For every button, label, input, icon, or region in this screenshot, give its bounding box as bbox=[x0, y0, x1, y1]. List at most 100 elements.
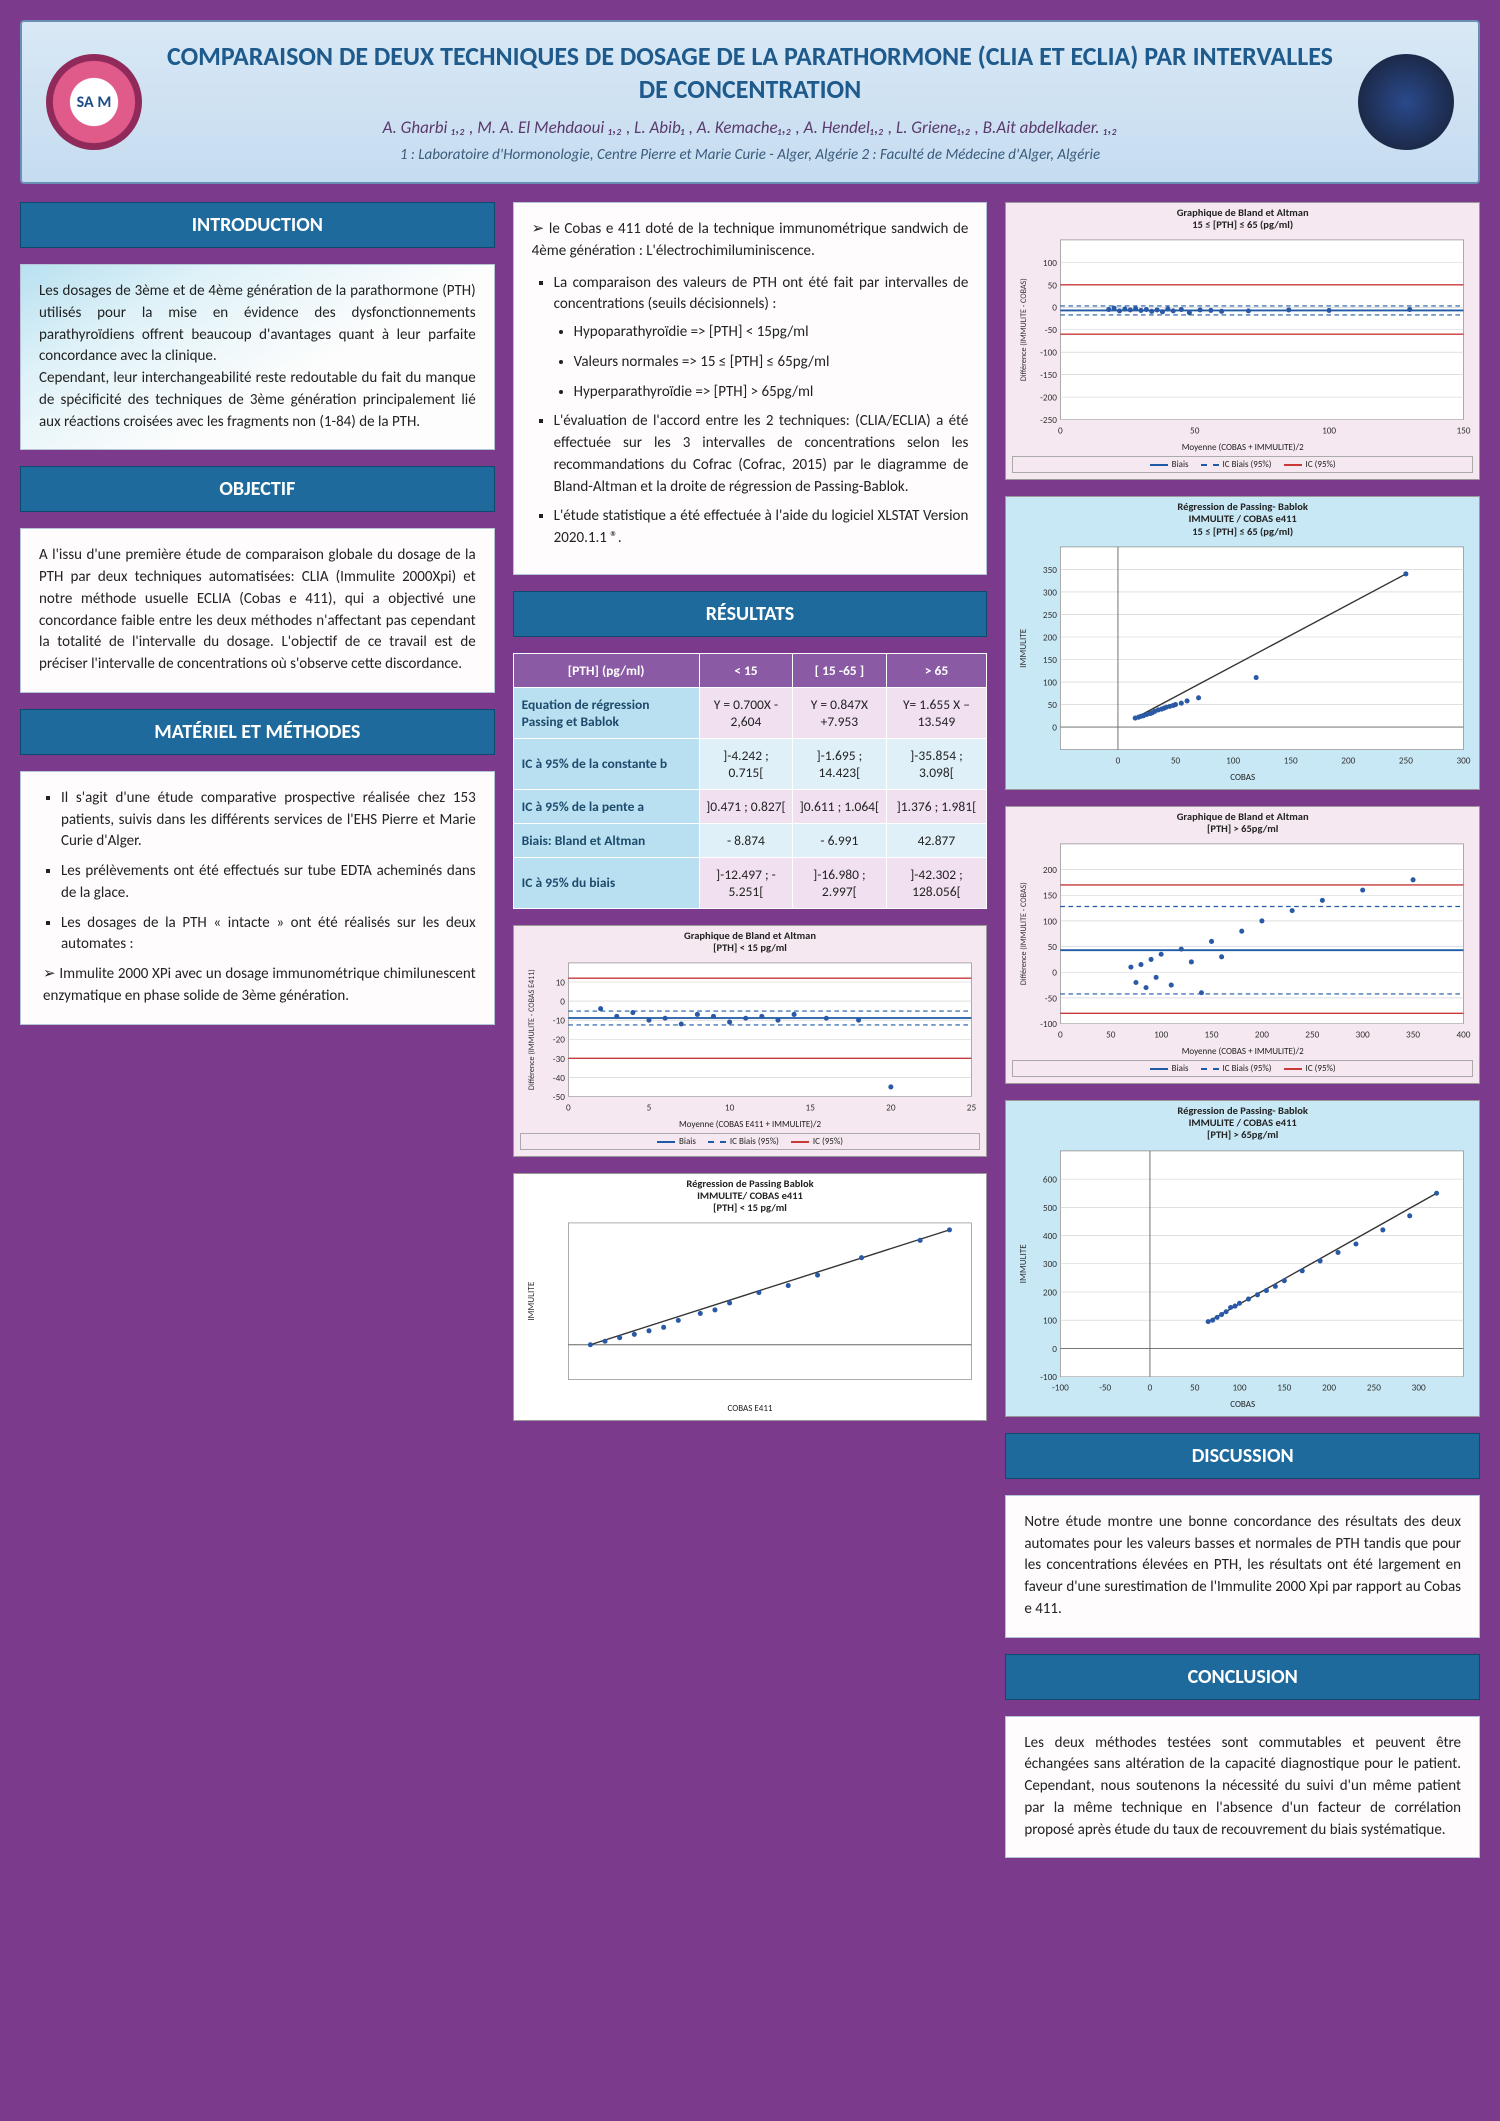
mm-b3a: Immulite 2000 XPi avec un dosage immunom… bbox=[43, 965, 476, 1005]
svg-text:Différence (IMMULITE - COBAS): Différence (IMMULITE - COBAS) bbox=[1019, 278, 1029, 381]
svg-text:-100: -100 bbox=[1040, 1372, 1057, 1383]
obj-panel: A l'issu d'une première étude de compara… bbox=[20, 528, 495, 693]
svg-text:100: 100 bbox=[1043, 258, 1057, 269]
disc-head: DISCUSSION bbox=[1005, 1433, 1480, 1479]
svg-text:Différence (IMMULITE - COBAS E: Différence (IMMULITE - COBAS E411) bbox=[526, 969, 536, 1090]
mm2d: L'étude statistique a été effectuée à l'… bbox=[554, 506, 969, 550]
svg-text:0: 0 bbox=[1053, 1343, 1058, 1354]
header: SA M COMPARAISON DE DEUX TECHNIQUES DE D… bbox=[20, 20, 1480, 184]
table-cell: 42.877 bbox=[886, 823, 987, 857]
col-2: ➢ le Cobas e 411 doté de la technique im… bbox=[513, 202, 988, 1421]
table-cell: ]-16.980 ; 2.997[ bbox=[793, 857, 886, 908]
svg-text:150: 150 bbox=[1284, 755, 1298, 766]
svg-text:0: 0 bbox=[1058, 426, 1063, 437]
svg-text:0: 0 bbox=[1058, 1029, 1063, 1040]
chart-pb-gt65: Régression de Passing- BablokIMMULITE / … bbox=[1005, 1100, 1480, 1417]
svg-text:300: 300 bbox=[1043, 1259, 1057, 1270]
poster: SA M COMPARAISON DE DEUX TECHNIQUES DE D… bbox=[20, 20, 1480, 1858]
col-1: INTRODUCTION Les dosages de 3ème et de 4… bbox=[20, 202, 495, 1025]
svg-text:250: 250 bbox=[1367, 1382, 1381, 1393]
svg-text:0: 0 bbox=[1116, 755, 1121, 766]
svg-text:300: 300 bbox=[1412, 1382, 1426, 1393]
svg-text:50: 50 bbox=[1171, 755, 1181, 766]
svg-text:100: 100 bbox=[1043, 916, 1057, 927]
svg-text:-100: -100 bbox=[1052, 1382, 1069, 1393]
chart-pb-15-65: Régression de Passing- BablokIMMULITE / … bbox=[1005, 496, 1480, 790]
table-cell: ]0.471 ; 0.827[ bbox=[699, 789, 793, 823]
svg-text:50: 50 bbox=[1048, 942, 1058, 953]
svg-text:-50: -50 bbox=[1045, 993, 1057, 1004]
svg-text:-50: -50 bbox=[1099, 1382, 1111, 1393]
svg-text:50: 50 bbox=[1190, 1382, 1200, 1393]
svg-text:-100: -100 bbox=[1040, 1019, 1057, 1030]
poster-title: COMPARAISON DE DEUX TECHNIQUES DE DOSAGE… bbox=[162, 40, 1338, 105]
svg-text:200: 200 bbox=[1322, 1382, 1336, 1393]
chart-ba-lt15: Graphique de Bland et Altman[PTH] < 15 p… bbox=[513, 925, 988, 1157]
affiliations: 1 : Laboratoire d'Hormonologie, Centre P… bbox=[162, 146, 1338, 164]
table-cell: ]1.376 ; 1.981[ bbox=[886, 789, 987, 823]
authors: A. Gharbi ₁,₂ , M. A. El Mehdaoui ₁,₂ , … bbox=[162, 117, 1338, 138]
svg-text:-100: -100 bbox=[1040, 348, 1057, 359]
conc-text: Les deux méthodes testées sont commutabl… bbox=[1024, 1733, 1461, 1842]
table-row-label: Equation de régression Passing et Bablok bbox=[513, 687, 699, 738]
svg-text:Différence (IMMULITE - COBAS): Différence (IMMULITE - COBAS) bbox=[1019, 882, 1029, 985]
mm-b3: Les dosages de la PTH « intacte » ont ét… bbox=[61, 913, 476, 957]
intro-head: INTRODUCTION bbox=[20, 202, 495, 248]
svg-text:150: 150 bbox=[1043, 891, 1057, 902]
table-row-label: Biais: Bland et Altman bbox=[513, 823, 699, 857]
svg-text:25: 25 bbox=[966, 1102, 976, 1113]
table-cell: ]-35.854 ; 3.098[ bbox=[886, 738, 987, 789]
svg-text:350: 350 bbox=[1406, 1029, 1420, 1040]
svg-text:100: 100 bbox=[1043, 1315, 1057, 1326]
svg-text:-150: -150 bbox=[1040, 370, 1057, 381]
svg-text:0: 0 bbox=[1053, 303, 1058, 314]
svg-text:150: 150 bbox=[1457, 426, 1471, 437]
table-cell: - 6.991 bbox=[793, 823, 886, 857]
obj-head: OBJECTIF bbox=[20, 466, 495, 512]
table-cell: Y = 0.700X - 2,604 bbox=[699, 687, 793, 738]
svg-text:10: 10 bbox=[725, 1102, 735, 1113]
svg-text:0: 0 bbox=[560, 996, 565, 1007]
mm2b3: Hyperparathyroïdie => [PTH] > 65pg/ml bbox=[574, 382, 969, 404]
table-header: < 15 bbox=[699, 653, 793, 687]
columns: INTRODUCTION Les dosages de 3ème et de 4… bbox=[20, 202, 1480, 1858]
svg-text:400: 400 bbox=[1043, 1231, 1057, 1242]
mm-head: MATÉRIEL ET MÉTHODES bbox=[20, 709, 495, 755]
conc-head: CONCLUSION bbox=[1005, 1654, 1480, 1700]
svg-text:-30: -30 bbox=[552, 1054, 564, 1065]
svg-text:250: 250 bbox=[1043, 610, 1057, 621]
table-cell: ]-1.695 ; 14.423[ bbox=[793, 738, 886, 789]
svg-text:200: 200 bbox=[1342, 755, 1356, 766]
mm2b1: Hypoparathyroïdie => [PTH] < 15pg/ml bbox=[574, 322, 969, 344]
svg-text:50: 50 bbox=[1190, 426, 1200, 437]
svg-text:15: 15 bbox=[805, 1102, 815, 1113]
chart-ba-gt65: Graphique de Bland et Altman[PTH] > 65pg… bbox=[1005, 806, 1480, 1084]
mm-b1: Il s'agit d'une étude comparative prospe… bbox=[61, 788, 476, 853]
legend: Biais IC Biais (95%) IC (95%) bbox=[520, 1133, 981, 1150]
svg-text:50: 50 bbox=[1048, 280, 1058, 291]
svg-text:-10: -10 bbox=[552, 1015, 564, 1026]
svg-text:0: 0 bbox=[1053, 722, 1058, 733]
svg-text:150: 150 bbox=[1043, 655, 1057, 666]
svg-text:100: 100 bbox=[1154, 1029, 1168, 1040]
svg-text:100: 100 bbox=[1233, 1382, 1247, 1393]
table-row-label: IC à 95% de la constante b bbox=[513, 738, 699, 789]
svg-text:-50: -50 bbox=[552, 1092, 564, 1103]
svg-text:100: 100 bbox=[1322, 426, 1336, 437]
svg-text:150: 150 bbox=[1278, 1382, 1292, 1393]
mm2b: La comparaison des valeurs de PTH ont ét… bbox=[554, 274, 969, 314]
svg-text:300: 300 bbox=[1043, 587, 1057, 598]
logo-right bbox=[1358, 54, 1454, 150]
svg-text:-200: -200 bbox=[1040, 393, 1057, 404]
svg-text:200: 200 bbox=[1043, 632, 1057, 643]
header-text: COMPARAISON DE DEUX TECHNIQUES DE DOSAGE… bbox=[162, 40, 1338, 164]
table-cell: ]-12.497 ; - 5.251[ bbox=[699, 857, 793, 908]
svg-text:-50: -50 bbox=[1045, 325, 1057, 336]
svg-text:250: 250 bbox=[1399, 755, 1413, 766]
svg-text:100: 100 bbox=[1043, 677, 1057, 688]
svg-text:300: 300 bbox=[1457, 755, 1471, 766]
col-3: Graphique de Bland et Altman15 ≤ [PTH] ≤… bbox=[1005, 202, 1480, 1858]
svg-text:200: 200 bbox=[1043, 865, 1057, 876]
svg-text:500: 500 bbox=[1043, 1202, 1057, 1213]
svg-text:50: 50 bbox=[1048, 700, 1058, 711]
